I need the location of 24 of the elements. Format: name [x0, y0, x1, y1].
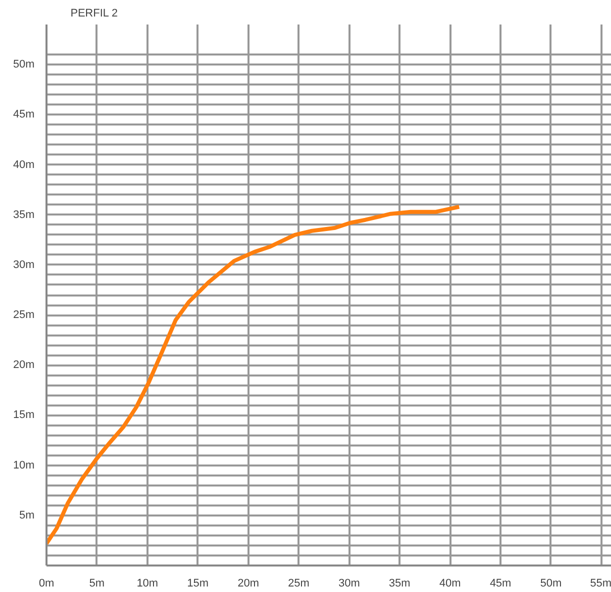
- y-tick-label: 15m: [13, 409, 35, 422]
- chart-title: PERFIL 2: [70, 8, 118, 20]
- x-tick-label: 55m: [590, 578, 611, 590]
- x-tick-label: 40m: [439, 578, 461, 590]
- x-tick-label: 10m: [136, 578, 158, 590]
- x-tick-label: 45m: [490, 578, 512, 590]
- x-tick-label: 30m: [338, 578, 360, 590]
- x-tick-label: 20m: [238, 578, 259, 590]
- x-tick-label: 25m: [288, 578, 310, 590]
- y-tick-label: 5m: [19, 509, 34, 522]
- line-series: [46, 204, 462, 546]
- x-tick-label: 50m: [540, 578, 562, 590]
- y-tick-label: 10m: [13, 459, 35, 472]
- x-tick-label: 15m: [187, 578, 209, 590]
- x-tick-label: 35m: [388, 578, 410, 590]
- y-tick-label: 50m: [13, 58, 35, 71]
- x-tick-label: 5m: [89, 578, 105, 590]
- y-tick-label: 40m: [13, 158, 35, 171]
- y-tick-label: 30m: [13, 258, 35, 271]
- x-tick-label: 0m: [38, 578, 54, 590]
- y-tick-label: 25m: [13, 309, 35, 322]
- y-tick-label: 35m: [13, 208, 35, 221]
- y-tick-label: 45m: [13, 108, 35, 121]
- y-tick-label: 20m: [13, 359, 35, 372]
